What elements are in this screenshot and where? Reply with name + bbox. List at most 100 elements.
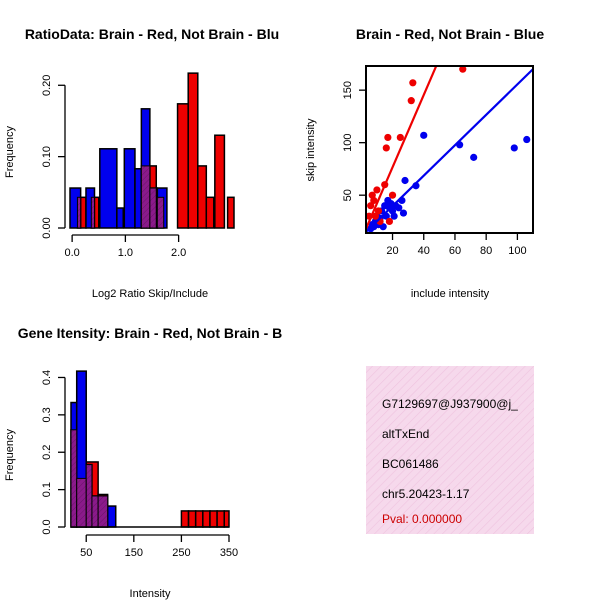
ratio-notbrain-bar [99,148,118,229]
gene-y-tick-label: 0.1 [41,482,53,497]
gene-intensity-histogram-panel: Gene Itensity: Brain - Red, Not Brain - … [4,325,282,600]
gene-overlap-bar [70,429,78,528]
scatter-x-tick-label: 20 [386,245,398,257]
gene-overlap-bar [85,464,93,528]
ratio-notbrain-bar [116,207,124,229]
brain-point [409,79,417,87]
scatter-clipped-area [366,66,533,233]
gene-y-tick-label: 0.0 [41,519,53,534]
scatter-chart-title: Brain - Red, Not Brain - Blue [356,26,544,42]
ratio-brain-bar [176,103,189,229]
scatter-y-tick-label: 150 [342,81,354,99]
brain-point [396,133,404,142]
gene-y-tick-label: 0.3 [41,407,53,422]
info-accession: BC061486 [382,457,439,471]
ratio-x-tick-label: 1.0 [118,247,133,259]
gene-x-axis-label: Intensity [130,588,171,600]
brain-fit-line [366,66,438,230]
gene-notbrain-bar [106,505,117,528]
info-event-type: altTxEnd [382,427,429,441]
gene-brain-bar [180,510,190,528]
ratio-y-tick-label: 0.00 [41,217,53,238]
info-pval: Pval: 0.000000 [382,512,462,526]
notbrain-point [470,153,478,161]
scatter-axes: 20 40 60 80 100 50 100 150 [342,81,527,257]
info-background [366,366,534,534]
scatter-x-tick-label: 60 [449,245,461,257]
scatter-y-tick-label: 50 [342,189,354,201]
scatter-x-axis-label: include intensity [411,288,490,300]
brain-point [407,97,415,105]
brain-point [371,212,379,220]
ratio-axes: 0.0 1.0 2.0 0.00 0.10 0.20 [41,75,186,259]
scatter-y-axis-label: skip intensity [305,118,317,181]
ratio-notbrain-bar [134,168,143,229]
brain-point [459,66,467,73]
notbrain-point [420,131,428,139]
gene-chart-title: Gene Itensity: Brain - Red, Not Brain - … [18,325,282,341]
info-panel: G7129697@J937900@j_ altTxEnd BC061486 ch… [366,366,534,534]
gene-brain-bar [202,510,211,528]
notbrain-point [401,176,409,185]
gene-y-tick-label: 0.2 [41,445,53,460]
brain-point [382,144,390,152]
ratio-brain-bar [187,72,199,229]
gene-brain-bar [209,510,218,528]
notbrain-point [395,204,403,212]
brain-point [374,207,383,215]
scatter-y-tick-label: 100 [342,133,354,151]
gene-brain-bar [194,510,204,528]
ratio-brain-bar [226,196,235,229]
gene-x-tick-label: 250 [172,547,190,559]
ratio-overlap-bar [149,187,157,229]
ratio-overlap-bar [76,196,82,229]
notbrain-point [379,223,387,231]
gene-brain-bar [216,510,225,528]
info-location: chr5.20423-1.17 [382,487,470,501]
ratio-chart-title: RatioData: Brain - Red, Not Brain - Blu [25,26,279,42]
notbrain-fit-line [366,68,533,233]
scatter-plot-area [365,65,534,234]
ratio-brain-bar [197,165,208,229]
brain-point [367,202,375,210]
notbrain-point [399,209,408,217]
ratio-y-axis-label: Frequency [4,126,16,178]
ratio-x-tick-label: 2.0 [171,247,186,259]
gene-x-tick-label: 150 [125,547,143,559]
ratio-overlap-bar [90,196,95,229]
info-event-id: G7129697@J937900@j_ [382,397,518,411]
scatter-x-tick-label: 80 [480,245,492,257]
brain-point [373,186,381,194]
notbrain-point [390,212,398,220]
scatter-plot-frame [365,65,534,234]
scatter-x-tick-label: 100 [508,245,526,257]
ratio-brain-bar [205,196,215,229]
gene-overlap-bar [76,477,87,528]
ratio-y-tick-label: 0.20 [41,75,53,96]
ratio-brain-bar [214,134,226,229]
brain-point [385,217,394,226]
gene-x-tick-label: 50 [80,547,92,559]
ratio-overlap-bar [140,165,151,229]
notbrain-point [523,135,531,144]
gene-overlap-bar [91,495,99,528]
gene-y-axis-label: Frequency [4,429,16,481]
intensity-scatter-panel: Brain - Red, Not Brain - Blue include in… [305,26,544,300]
gene-y-tick-label: 0.4 [41,370,53,385]
brain-point [384,133,392,142]
gene-axes: 50 150 250 350 0.0 0.1 0.2 0.3 0.4 [41,370,238,559]
ratio-y-tick-label: 0.10 [41,146,53,167]
ratio-x-axis-label: Log2 Ratio Skip/Include [92,288,208,300]
scatter-x-tick-label: 40 [418,245,430,257]
ratio-overlap-bar [156,196,165,229]
notbrain-point [510,144,518,152]
gene-brain-bar [223,510,230,528]
brain-point [388,191,397,199]
gene-bars [70,370,230,528]
gene-x-tick-label: 350 [220,547,238,559]
gene-overlap-bar [97,495,109,528]
ratio-notbrain-bar [123,148,136,229]
ratio-bars [69,72,235,229]
ratio-x-tick-label: 0.0 [64,247,79,259]
